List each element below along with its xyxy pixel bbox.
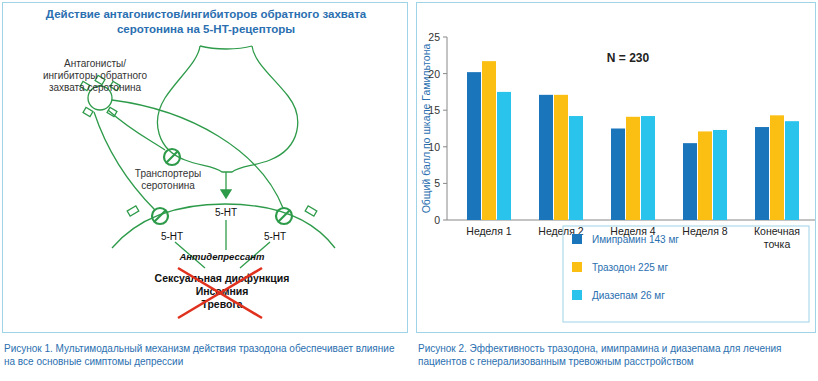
- receptor-block: [279, 211, 290, 222]
- arrow: [112, 100, 283, 208]
- legend-swatch: [572, 234, 582, 244]
- legend-swatch: [572, 262, 582, 272]
- legend-entry: Имипрамин 143 мг: [592, 234, 679, 245]
- y-tick: [443, 183, 447, 184]
- arrow: [94, 112, 155, 210]
- transporter-label: Транспортеры серотонина: [128, 168, 208, 192]
- x-tick-label: Конечнаяточка: [754, 225, 800, 250]
- receptor-block: [152, 208, 168, 224]
- arrow: [225, 220, 226, 250]
- bar: [755, 127, 769, 220]
- x-tick-label-line: Неделя 1: [466, 225, 512, 237]
- canvas: 5-HT 5-HT 5-HT Антидепрессант Сексуальная ди…: [0, 0, 818, 381]
- bar: [554, 95, 568, 220]
- legend-box: [563, 226, 809, 322]
- bar: [641, 116, 655, 220]
- bar: [467, 72, 481, 220]
- x-tick-label-line: точка: [764, 238, 791, 250]
- chart: Общий балл по шкале ГамильтонаN = 230051…: [420, 31, 815, 250]
- y-tick-label: 5: [434, 177, 440, 189]
- receptor: [305, 206, 317, 216]
- bar: [626, 117, 640, 220]
- bar: [770, 115, 784, 220]
- receptor-block: [276, 208, 292, 224]
- drug-branch: [107, 107, 117, 116]
- serotonin: 5-HT: [161, 231, 183, 242]
- receptor-block: [155, 211, 166, 222]
- receptor: [127, 206, 139, 216]
- bar: [698, 131, 712, 220]
- caption: Рисунок 1. Мультимодальный механизм дейс…: [4, 342, 404, 368]
- x-tick-label: Неделя 1: [466, 225, 512, 237]
- drug-branch: [83, 107, 93, 116]
- bar: [683, 143, 697, 220]
- bar: [611, 129, 625, 221]
- y-tick-label: 20: [428, 68, 440, 80]
- serotonin: 5-HT: [264, 231, 286, 242]
- bar: [539, 95, 553, 220]
- bar: [569, 116, 583, 220]
- bar: [497, 92, 511, 220]
- y-tick-label: 25: [428, 31, 440, 43]
- transporter-block: [164, 149, 180, 165]
- transporter-block: [167, 152, 178, 163]
- x-tick-label-line: Неделя 8: [682, 225, 728, 237]
- cross: [178, 268, 262, 318]
- diagram-title: Действие антагонистов/ингибиторов обратн…: [14, 7, 398, 37]
- x-tick-label: Неделя 8: [682, 225, 728, 237]
- effect-label: Антидепрессант: [178, 251, 265, 262]
- legend-swatch: [572, 290, 582, 300]
- legend: Имипрамин 143 мг Тразодон 225 мг Диазепам …: [563, 226, 809, 322]
- y-tick-label: 10: [428, 141, 440, 153]
- y-axis: [447, 37, 448, 220]
- blocked-effect: Сексуальная дисфункция: [155, 272, 290, 284]
- bar: [482, 61, 496, 220]
- y-tick-label: 15: [428, 104, 440, 116]
- y-tick: [443, 110, 447, 111]
- y-tick: [443, 73, 447, 74]
- legend-entry: Тразодон 225 мг: [592, 262, 668, 273]
- y-tick: [443, 220, 447, 221]
- cross: [178, 268, 262, 318]
- chart-title: N = 230: [607, 51, 650, 65]
- serotonin: 5-HT: [215, 207, 237, 218]
- y-tick-label: 0: [434, 214, 440, 226]
- bar: [713, 130, 727, 220]
- y-tick: [443, 146, 447, 147]
- bars: [467, 61, 799, 220]
- arrow: [108, 110, 165, 150]
- presynaptic-neuron: [158, 46, 298, 172]
- bar: [785, 121, 799, 220]
- postsynaptic-membrane: [112, 204, 335, 248]
- arrowhead: [221, 190, 231, 198]
- drug-label: Антагонисты/ингибиторы обратного захвата…: [40, 58, 150, 94]
- axon-edge: [200, 46, 252, 49]
- y-tick: [443, 37, 447, 38]
- cross: [178, 268, 262, 318]
- caption: Рисунок 2. Эффективность тразодона, имип…: [418, 342, 816, 368]
- x-tick-label-line: Конечная: [754, 225, 800, 237]
- legend-entry: Диазепам 26 мг: [592, 290, 665, 301]
